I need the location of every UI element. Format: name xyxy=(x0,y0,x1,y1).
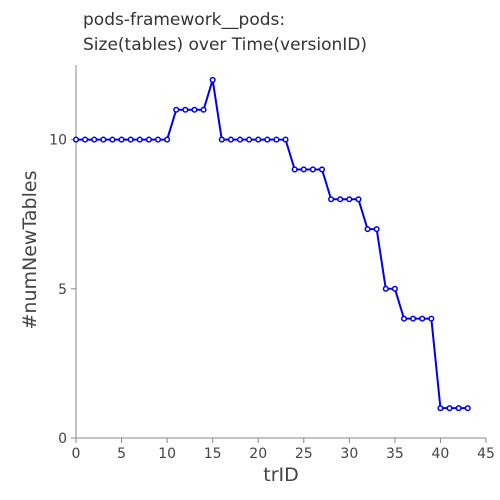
x-axis-title: trID xyxy=(263,464,299,486)
data-point xyxy=(419,315,426,322)
data-point xyxy=(455,405,462,412)
data-point xyxy=(209,76,216,83)
data-point xyxy=(91,136,98,143)
chart-title-line-1: pods-framework__pods: xyxy=(83,10,285,30)
x-tick-label: 15 xyxy=(204,446,222,462)
data-point xyxy=(273,136,280,143)
data-point xyxy=(300,166,307,173)
data-point xyxy=(236,136,244,143)
data-point xyxy=(109,136,116,143)
data-point xyxy=(328,196,335,203)
x-tick-label: 5 xyxy=(117,446,126,462)
data-point xyxy=(346,196,353,203)
data-point xyxy=(264,136,271,143)
data-point xyxy=(118,136,125,143)
data-point xyxy=(437,405,444,412)
axes xyxy=(75,65,486,439)
data-point xyxy=(309,166,316,173)
data-point xyxy=(355,196,362,203)
data-point xyxy=(227,136,234,143)
data-point xyxy=(246,136,253,143)
data-point xyxy=(428,315,435,322)
y-tick-label: 0 xyxy=(58,431,67,447)
data-point xyxy=(173,106,180,113)
x-tick-label: 25 xyxy=(295,446,313,462)
data-point xyxy=(410,315,417,322)
data-point xyxy=(136,136,143,143)
data-point xyxy=(464,405,471,412)
y-tick-label: 10 xyxy=(49,133,67,149)
series-line xyxy=(76,79,468,410)
chart-title-line-2: Size(tables) over Time(versionID) xyxy=(83,35,367,55)
data-point xyxy=(182,106,189,113)
data-point xyxy=(337,196,344,203)
data-point xyxy=(373,226,380,233)
data-point xyxy=(154,136,162,143)
y-ticks: 0 5 10 xyxy=(49,133,76,447)
data-point xyxy=(191,106,198,113)
data-point xyxy=(127,136,134,143)
data-point xyxy=(364,226,371,233)
series-layer xyxy=(72,76,471,412)
data-point xyxy=(200,106,207,113)
data-point xyxy=(218,136,225,143)
data-point xyxy=(291,166,298,173)
x-tick-label: 45 xyxy=(477,446,495,462)
data-point xyxy=(164,136,171,143)
y-axis-title: #numNewTables xyxy=(19,171,41,330)
data-point xyxy=(446,405,453,412)
data-point xyxy=(318,166,326,173)
x-tick-label: 35 xyxy=(386,446,404,462)
data-point xyxy=(145,136,152,143)
x-tick-label: 30 xyxy=(340,446,358,462)
data-point xyxy=(400,315,408,322)
y-tick-label: 5 xyxy=(58,282,67,298)
data-point xyxy=(382,285,389,292)
data-point xyxy=(100,136,107,143)
data-point xyxy=(72,136,80,143)
x-ticks: 0 5 10 15 20 25 30 35 40 45 xyxy=(72,438,495,462)
x-tick-label: 40 xyxy=(432,446,450,462)
x-tick-label: 20 xyxy=(249,446,267,462)
x-tick-label: 0 xyxy=(72,446,81,462)
data-point xyxy=(82,136,89,143)
x-tick-label: 10 xyxy=(158,446,176,462)
data-point xyxy=(282,136,289,143)
data-point xyxy=(391,285,398,292)
data-point xyxy=(255,136,262,143)
